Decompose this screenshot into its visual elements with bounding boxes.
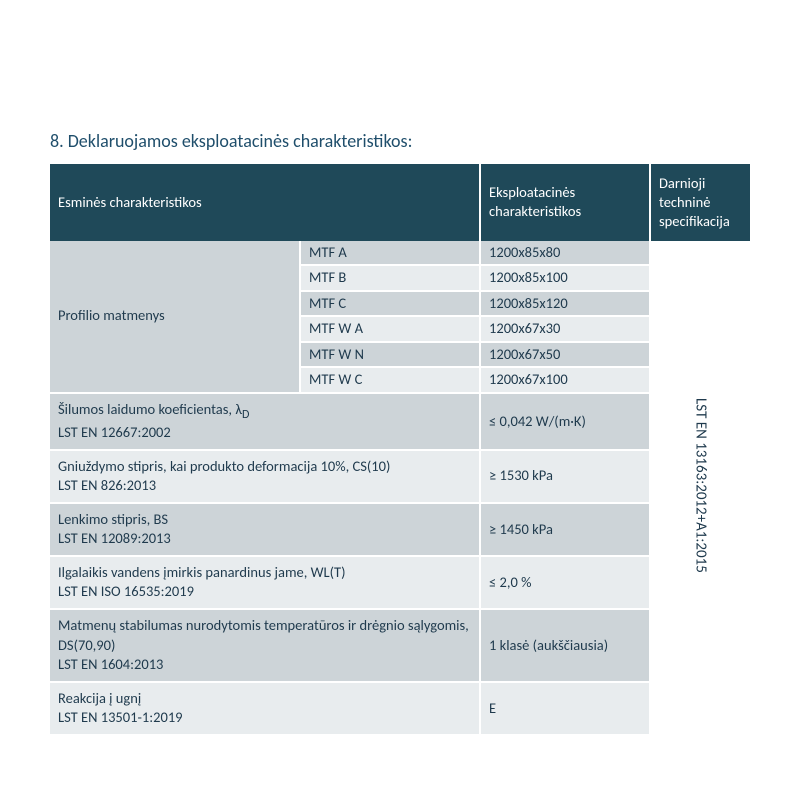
profile-code: MTF W C <box>300 367 480 393</box>
profile-code: MTF C <box>300 291 480 317</box>
profile-value: 1200x85x120 <box>480 291 650 317</box>
profile-code: MTF W N <box>300 342 480 368</box>
prop-label: Šilumos laidumo koeficientas, λDLST EN 1… <box>50 393 480 450</box>
prop-label: Lenkimo stipris, BSLST EN 12089:2013 <box>50 503 480 556</box>
prop-label: Matmenų stabilumas nurodytomis temperatū… <box>50 609 480 682</box>
prop-value: E <box>480 682 650 735</box>
header-spec: Darnioji techninė specifikacija <box>650 164 750 241</box>
spec-cell: LST EN 13163:2012+A1:2015 <box>650 241 750 735</box>
prop-label: Ilgalaikis vandens įmirkis panardinus ja… <box>50 556 480 609</box>
header-essential: Esminės charakteristikos <box>50 164 480 241</box>
profile-value: 1200x85x100 <box>480 265 650 291</box>
profile-value: 1200x67x30 <box>480 316 650 342</box>
header-performance: Eksploatacinės charakteristikos <box>480 164 650 241</box>
prop-value: ≥ 1530 kPa <box>480 450 650 503</box>
prop-value: ≥ 1450 kPa <box>480 503 650 556</box>
profile-code: MTF A <box>300 241 480 266</box>
prop-value: 1 klasė (aukščiausia) <box>480 609 650 682</box>
profile-value: 1200x67x100 <box>480 367 650 393</box>
profile-code: MTF W A <box>300 316 480 342</box>
section-title: 8. Deklaruojamos eksploatacinės charakte… <box>50 130 750 152</box>
prop-label: Reakcija į ugnįLST EN 13501-1:2019 <box>50 682 480 735</box>
prop-label: Gniuždymo stipris, kai produkto deformac… <box>50 450 480 503</box>
characteristics-table: Esminės charakteristikos Eksploatacinės … <box>50 164 750 736</box>
profile-label: Profilio matmenys <box>50 241 300 393</box>
profile-value: 1200x67x50 <box>480 342 650 368</box>
prop-value: ≤ 2,0 % <box>480 556 650 609</box>
profile-value: 1200x85x80 <box>480 241 650 266</box>
profile-code: MTF B <box>300 265 480 291</box>
spec-text: LST EN 13163:2012+A1:2015 <box>690 390 710 581</box>
prop-value: ≤ 0,042 W/(m·K) <box>480 393 650 450</box>
